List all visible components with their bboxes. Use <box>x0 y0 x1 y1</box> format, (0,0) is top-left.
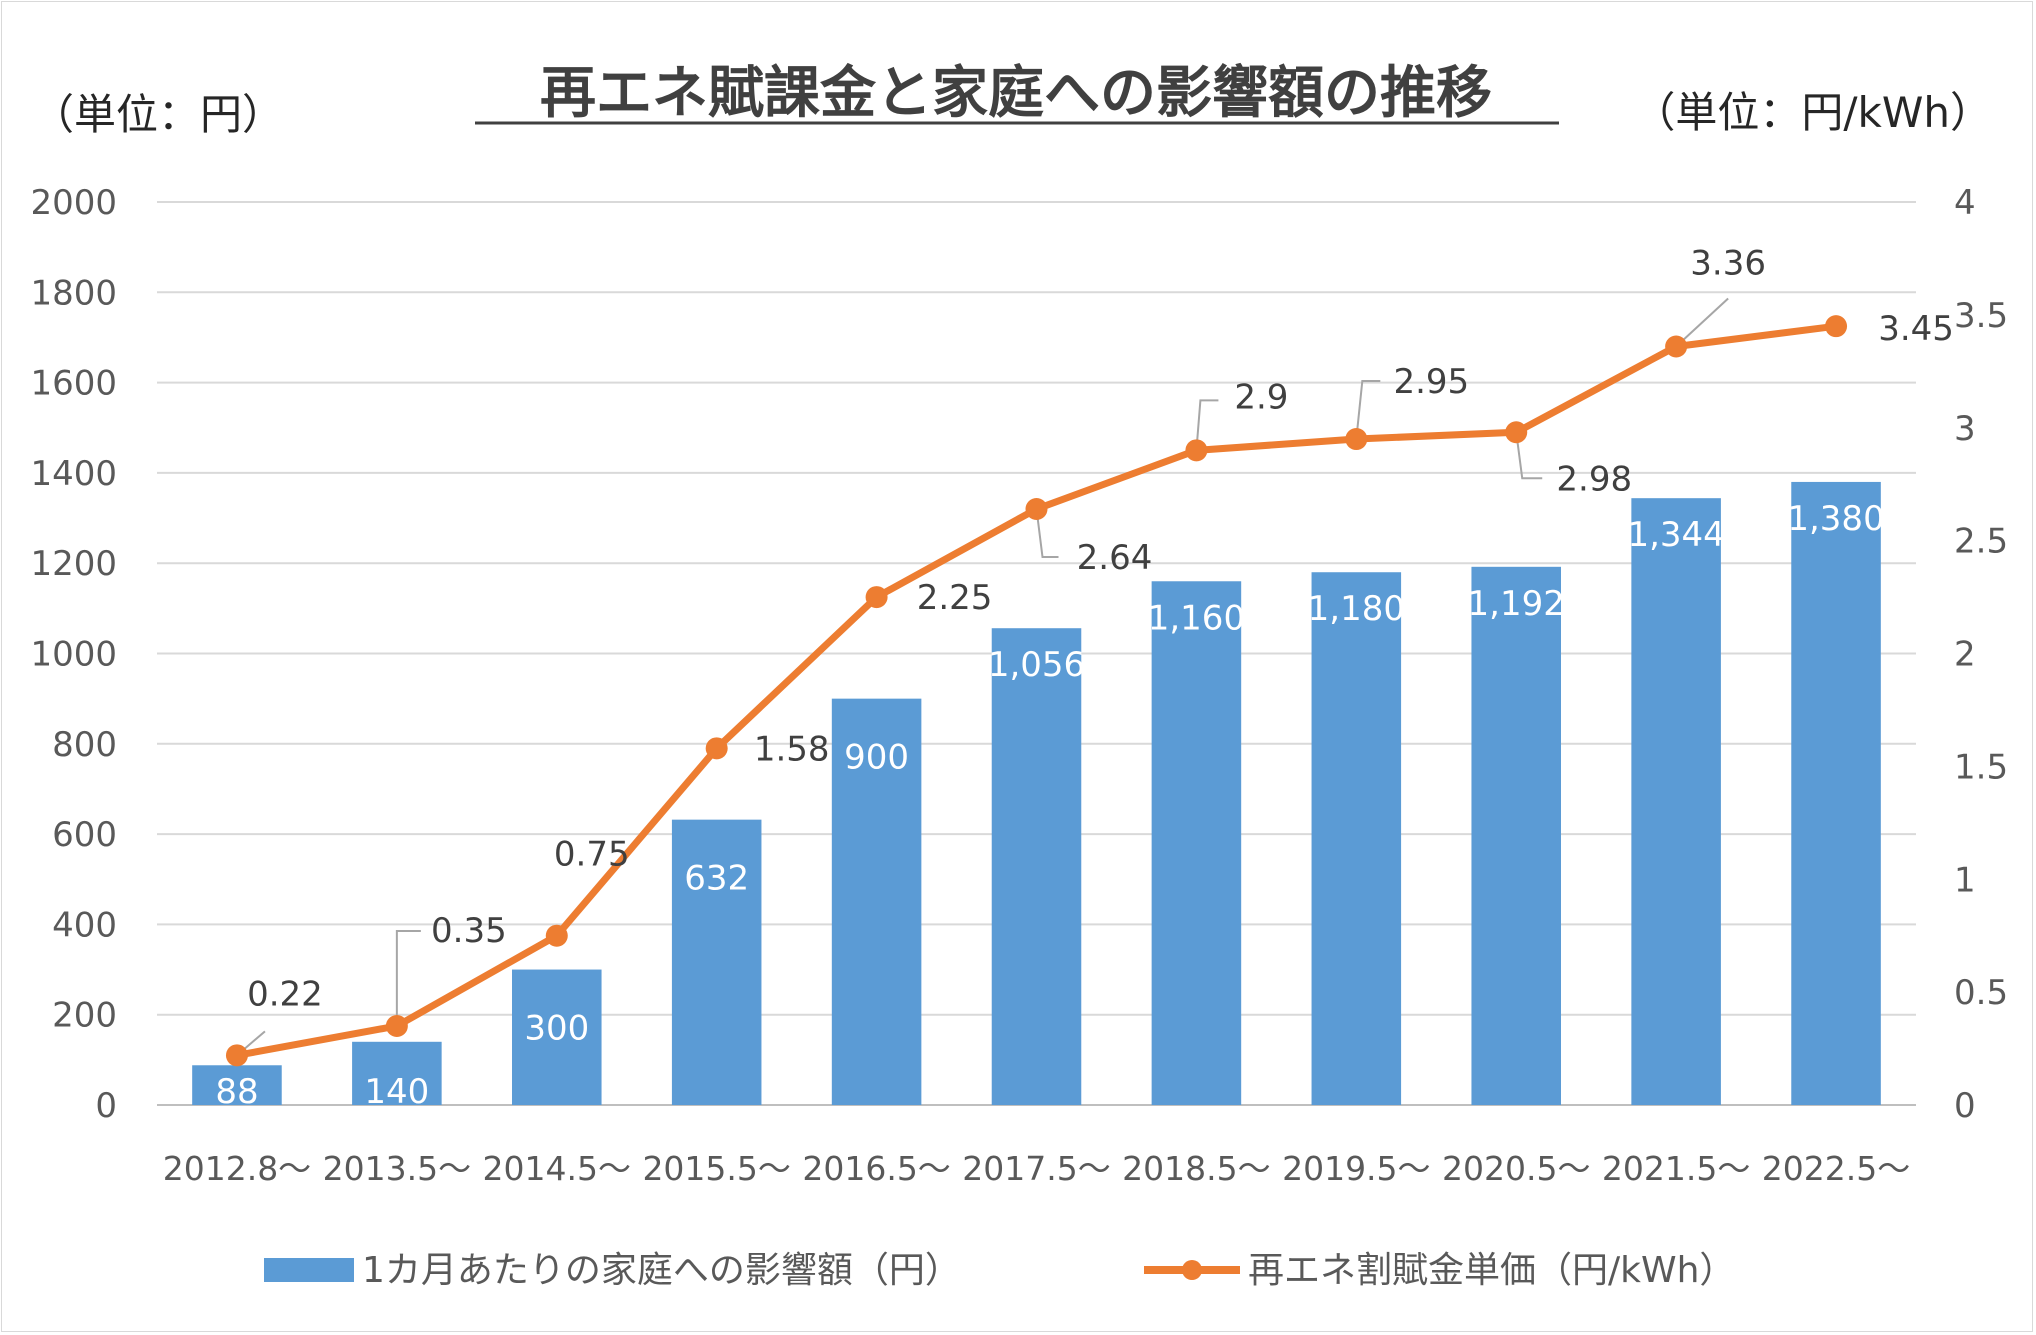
bar <box>1631 498 1721 1106</box>
right-axis-tick: 1.5 <box>1954 747 2008 787</box>
right-axis-tick: 3.5 <box>1954 296 2008 336</box>
line-point <box>1025 498 1048 521</box>
left-axis-tick: 1000 <box>30 635 117 675</box>
bar <box>991 628 1082 1105</box>
x-axis-tick: 2018.5～ <box>1122 1149 1270 1188</box>
left-axis-tick: 0 <box>95 1086 117 1126</box>
bar-data-label: 1,380 <box>1787 499 1884 539</box>
left-axis-tick: 400 <box>52 905 117 945</box>
bar <box>1791 481 1881 1105</box>
leader-line <box>1035 508 1059 559</box>
legend-line-label: 再エネ割賦金単価（円/kWh） <box>1248 1250 1735 1291</box>
line-data-label: 2.25 <box>917 578 993 618</box>
legend: 1カ月あたりの家庭への影響額（円） 再エネ割賦金単価（円/kWh） <box>264 1250 1735 1291</box>
line-data-label: 2.95 <box>1393 362 1469 402</box>
left-axis-tick: 200 <box>52 996 117 1036</box>
x-axis-ticks: 2012.8～ 2013.5～ 2014.5～ 2015.5～ 2016.5～ 2017.… <box>163 1149 1911 1188</box>
x-axis-tick: 2017.5～ <box>962 1149 1110 1188</box>
leader-line <box>1675 297 1729 348</box>
line-point <box>1665 335 1688 358</box>
left-axis-tick: 600 <box>52 815 117 855</box>
line-data-label: 0.22 <box>247 974 323 1014</box>
bar-data-label: 140 <box>364 1072 429 1112</box>
leader-line <box>395 929 421 1026</box>
bar <box>671 819 762 1105</box>
bar-data-label: 1,192 <box>1468 584 1565 624</box>
right-axis-tick: 3 <box>1954 409 1976 449</box>
bar-data-label: 1,056 <box>988 645 1085 685</box>
x-axis-tick: 2022.5～ <box>1762 1149 1910 1188</box>
line-point <box>1345 428 1368 451</box>
bar-data-label: 300 <box>524 1009 589 1049</box>
legend-line-marker <box>1182 1260 1202 1280</box>
bar <box>192 1065 282 1105</box>
x-axis-tick: 2019.5～ <box>1282 1149 1430 1188</box>
line-data-label: 2.98 <box>1556 459 1632 499</box>
right-axis-unit: （単位：円/kWh） <box>1633 88 1992 137</box>
line-data-label: 0.35 <box>431 911 507 951</box>
right-axis-tick: 0 <box>1954 1086 1976 1126</box>
right-axis-ticks: 0 0.5 1 1.5 2 2.5 3 3.5 4 <box>1954 183 2008 1126</box>
left-axis-tick: 800 <box>52 725 117 765</box>
x-axis-tick: 2016.5～ <box>802 1149 950 1188</box>
line-data-label: 2.64 <box>1077 538 1153 578</box>
bar <box>1151 581 1242 1105</box>
left-axis-unit: （単位：円） <box>32 90 284 139</box>
line-point <box>545 924 568 947</box>
x-axis-tick: 2013.5～ <box>323 1149 471 1188</box>
line-point <box>865 586 888 609</box>
right-axis-tick: 2 <box>1954 635 1976 675</box>
right-axis-tick: 1 <box>1954 860 1976 900</box>
line-data-label: 3.45 <box>1878 309 1954 349</box>
leader-line <box>1195 399 1219 451</box>
left-axis-tick: 1200 <box>30 544 117 584</box>
line-point <box>225 1044 248 1067</box>
x-axis-tick: 2014.5～ <box>483 1149 631 1188</box>
leader-line <box>1355 380 1381 440</box>
line-data-label: 1.58 <box>754 729 830 769</box>
line-series <box>225 315 1848 1067</box>
left-axis-ticks: 0 200 400 600 800 1000 1200 1400 1600 1800 2000 <box>30 183 117 1126</box>
line-point <box>385 1014 408 1037</box>
line-data-label: 2.9 <box>1234 377 1288 417</box>
line-point <box>705 737 728 760</box>
line-data-label: 3.36 <box>1690 243 1766 283</box>
bar <box>511 969 602 1105</box>
bar-data-label: 1,160 <box>1148 598 1245 638</box>
x-axis-tick: 2021.5～ <box>1602 1149 1750 1188</box>
line-data-labels: 0.22 0.35 0.75 1.58 2.25 2.64 2.9 2.95 2.98 3.36 3… <box>247 243 1954 1014</box>
bar <box>1311 572 1402 1105</box>
leader-line <box>1515 432 1543 480</box>
line-point <box>1505 421 1528 444</box>
bar-data-label: 632 <box>684 859 749 899</box>
line-point <box>1185 439 1208 462</box>
bar <box>1471 566 1562 1105</box>
bar-data-label: 88 <box>215 1072 258 1112</box>
bar-data-label: 900 <box>844 738 909 778</box>
left-axis-tick: 1800 <box>30 273 117 313</box>
right-axis-tick: 2.5 <box>1954 522 2008 562</box>
left-axis-tick: 2000 <box>30 183 117 223</box>
bar <box>352 1041 442 1105</box>
bar <box>831 698 922 1105</box>
x-axis-tick: 2012.8～ <box>163 1149 311 1188</box>
bar-data-label: 1,180 <box>1308 589 1405 629</box>
bar-series <box>192 481 1881 1106</box>
x-axis-tick: 2015.5～ <box>642 1149 790 1188</box>
right-axis-tick: 4 <box>1954 183 1976 223</box>
x-axis-tick: 2020.5～ <box>1442 1149 1590 1188</box>
line-point <box>1825 315 1848 338</box>
line-data-label: 0.75 <box>554 835 630 875</box>
legend-bar-label: 1カ月あたりの家庭への影響額（円） <box>362 1250 961 1291</box>
bar-data-labels: 88 140 300 632 900 1,056 1,160 1,180 1,192 1,344 1… <box>215 499 1884 1112</box>
legend-bar-swatch <box>264 1258 354 1282</box>
left-axis-tick: 1400 <box>30 454 117 494</box>
left-axis-tick: 1600 <box>30 364 117 404</box>
chart-title: 再エネ賦課金と家庭への影響額の推移 <box>540 61 1492 126</box>
right-axis-tick: 0.5 <box>1954 973 2008 1013</box>
bar-data-label: 1,344 <box>1627 515 1724 555</box>
